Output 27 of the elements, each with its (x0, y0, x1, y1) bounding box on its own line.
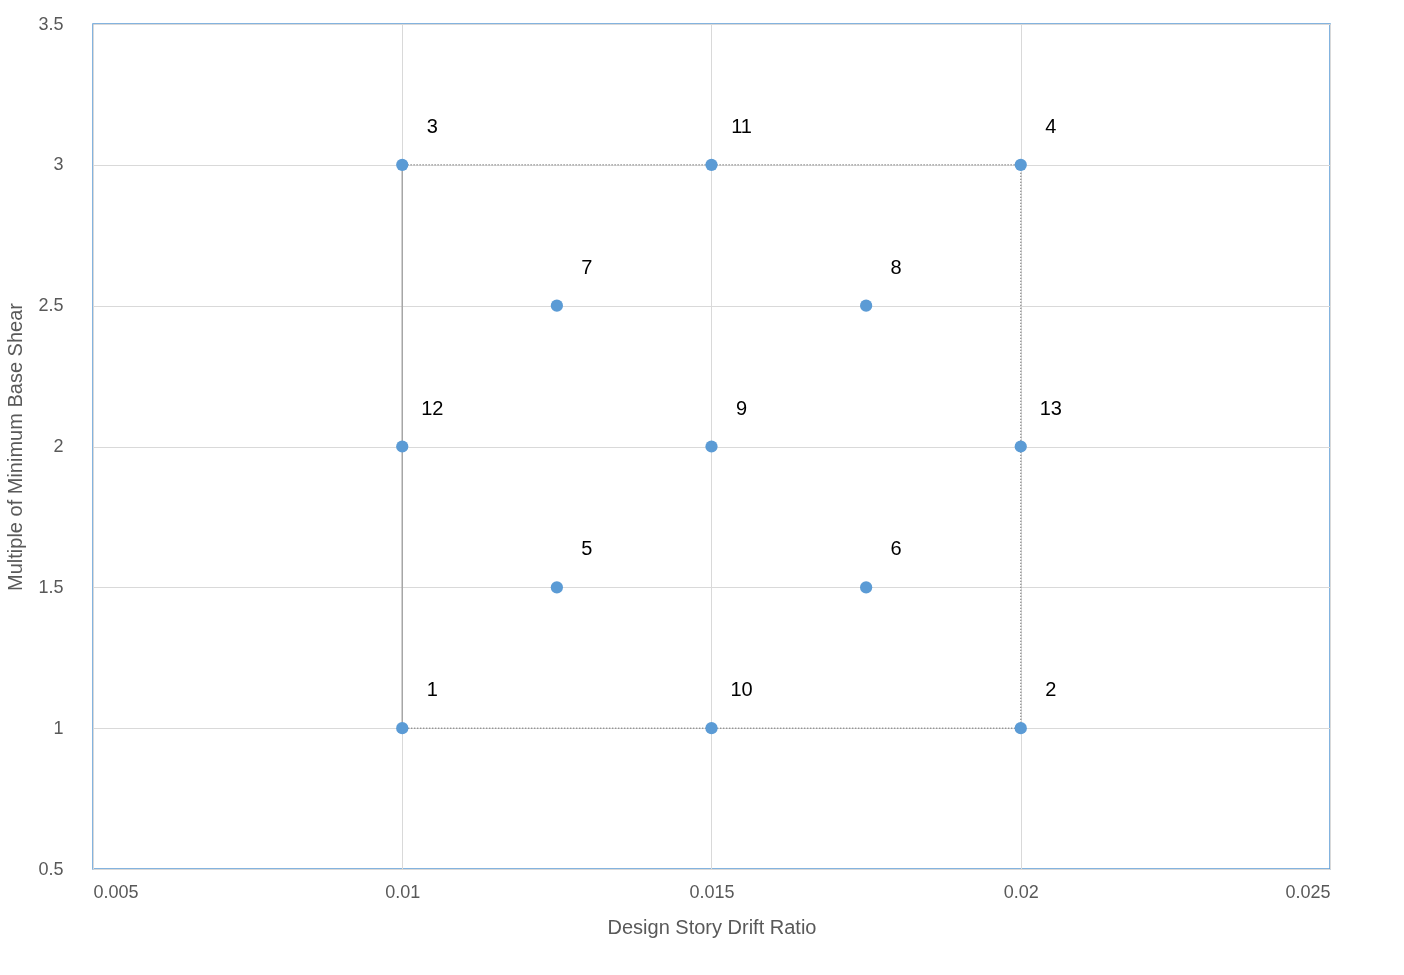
annotation: 7 (581, 255, 593, 278)
y-tick-label: 2 (53, 436, 64, 456)
x-tick-label: 0.02 (1003, 881, 1039, 902)
annotation: 3 (426, 114, 438, 137)
y-axis-title: Multiple of Minimum Base Shear (4, 302, 27, 591)
annotation: 9 (735, 396, 748, 419)
x-tick-label: 0.01 (385, 881, 421, 902)
x-tick-label: 0.005 (93, 881, 139, 902)
x-tick-label: 0.015 (689, 881, 735, 902)
annotation: 6 (890, 537, 902, 560)
y-tick-label: 3.5 (38, 13, 64, 34)
x-axis-title: Design Story Drift Ratio (607, 915, 817, 938)
annotation: 4 (1045, 114, 1057, 137)
annotation: 1 (426, 678, 438, 701)
x-tick-label: 0.025 (1285, 881, 1331, 902)
y-tick-label: 0.5 (38, 858, 64, 879)
annotation: 13 (1039, 396, 1062, 419)
y-tick-label: 2.5 (38, 295, 64, 316)
y-tick-label: 1.5 (38, 576, 64, 597)
y-tick-label: 1 (53, 717, 64, 738)
annotation: 10 (730, 678, 753, 701)
annotation: 12 (421, 396, 444, 419)
annotation: 8 (890, 255, 902, 278)
annotation: 2 (1045, 678, 1057, 701)
y-tick-label: 3 (53, 154, 64, 175)
annotation: 11 (731, 114, 752, 137)
annotation: 5 (581, 537, 593, 560)
